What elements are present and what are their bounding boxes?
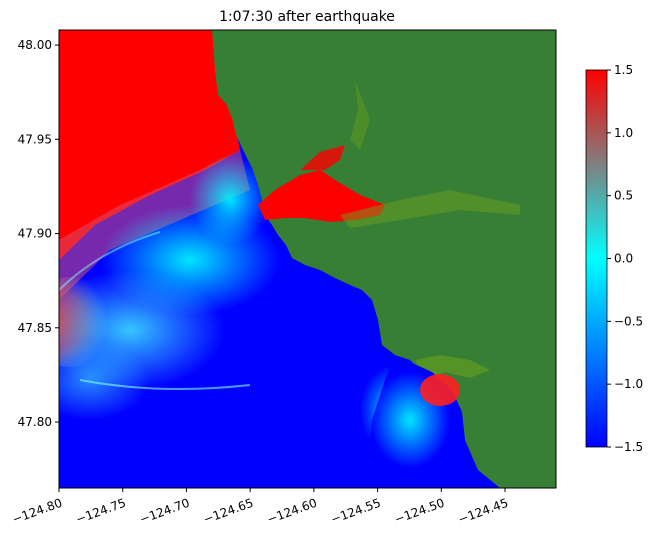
x-tick-label: −124.45 [456, 496, 510, 527]
colorbar-tick-label: 0.0 [614, 252, 633, 266]
x-tick-label: −124.70 [138, 496, 192, 527]
chart-title: 1:07:30 after earthquake [219, 9, 395, 25]
wave-front-4 [59, 340, 150, 420]
colorbar-tick-label: 1.0 [614, 126, 633, 140]
colorbar [585, 69, 608, 448]
x-tick-label: −124.65 [201, 496, 255, 527]
y-tick-label: 47.85 [18, 321, 52, 335]
positive-wave-region [59, 30, 240, 260]
y-tick-label: 47.90 [18, 227, 52, 241]
x-axis: −124.80 −124.75 −124.70 −124.65 −124.60 −124.… [10, 488, 510, 527]
x-tick-label: −124.75 [74, 496, 128, 527]
plot-frame [58, 29, 557, 489]
colorbar-axis: 1.5 1.0 0.5 0.0 −0.5 −1.0 −1.5 [607, 63, 643, 454]
x-tick-label: −124.55 [329, 496, 383, 527]
x-tick-label: −124.80 [10, 496, 64, 527]
estuary-flood [258, 170, 385, 222]
bay-red-patch [420, 374, 460, 406]
colorbar-tick-label: 1.5 [614, 63, 633, 77]
wave-arc [79, 379, 251, 390]
y-tick-label: 47.80 [18, 415, 52, 429]
y-tick-label: 47.95 [18, 132, 52, 146]
x-tick-label: −124.60 [265, 496, 319, 527]
wave-arc-2 [59, 231, 161, 291]
y-tick-label: 48.00 [18, 38, 52, 52]
wave-front-3 [190, 155, 270, 245]
estuary-channel [300, 145, 345, 170]
y-axis: 47.80 47.85 47.90 47.95 48.00 [18, 38, 59, 429]
colorbar-tick-label: −1.5 [614, 440, 643, 454]
river-tint [340, 190, 520, 228]
colorbar-tick-label: −0.5 [614, 314, 643, 328]
colorbar-tick-label: 0.5 [614, 189, 633, 203]
colorbar-tick-label: −1.0 [614, 377, 643, 391]
river-tint-2 [350, 80, 370, 150]
x-tick-label: −124.50 [393, 496, 447, 527]
heatmap [59, 30, 556, 488]
